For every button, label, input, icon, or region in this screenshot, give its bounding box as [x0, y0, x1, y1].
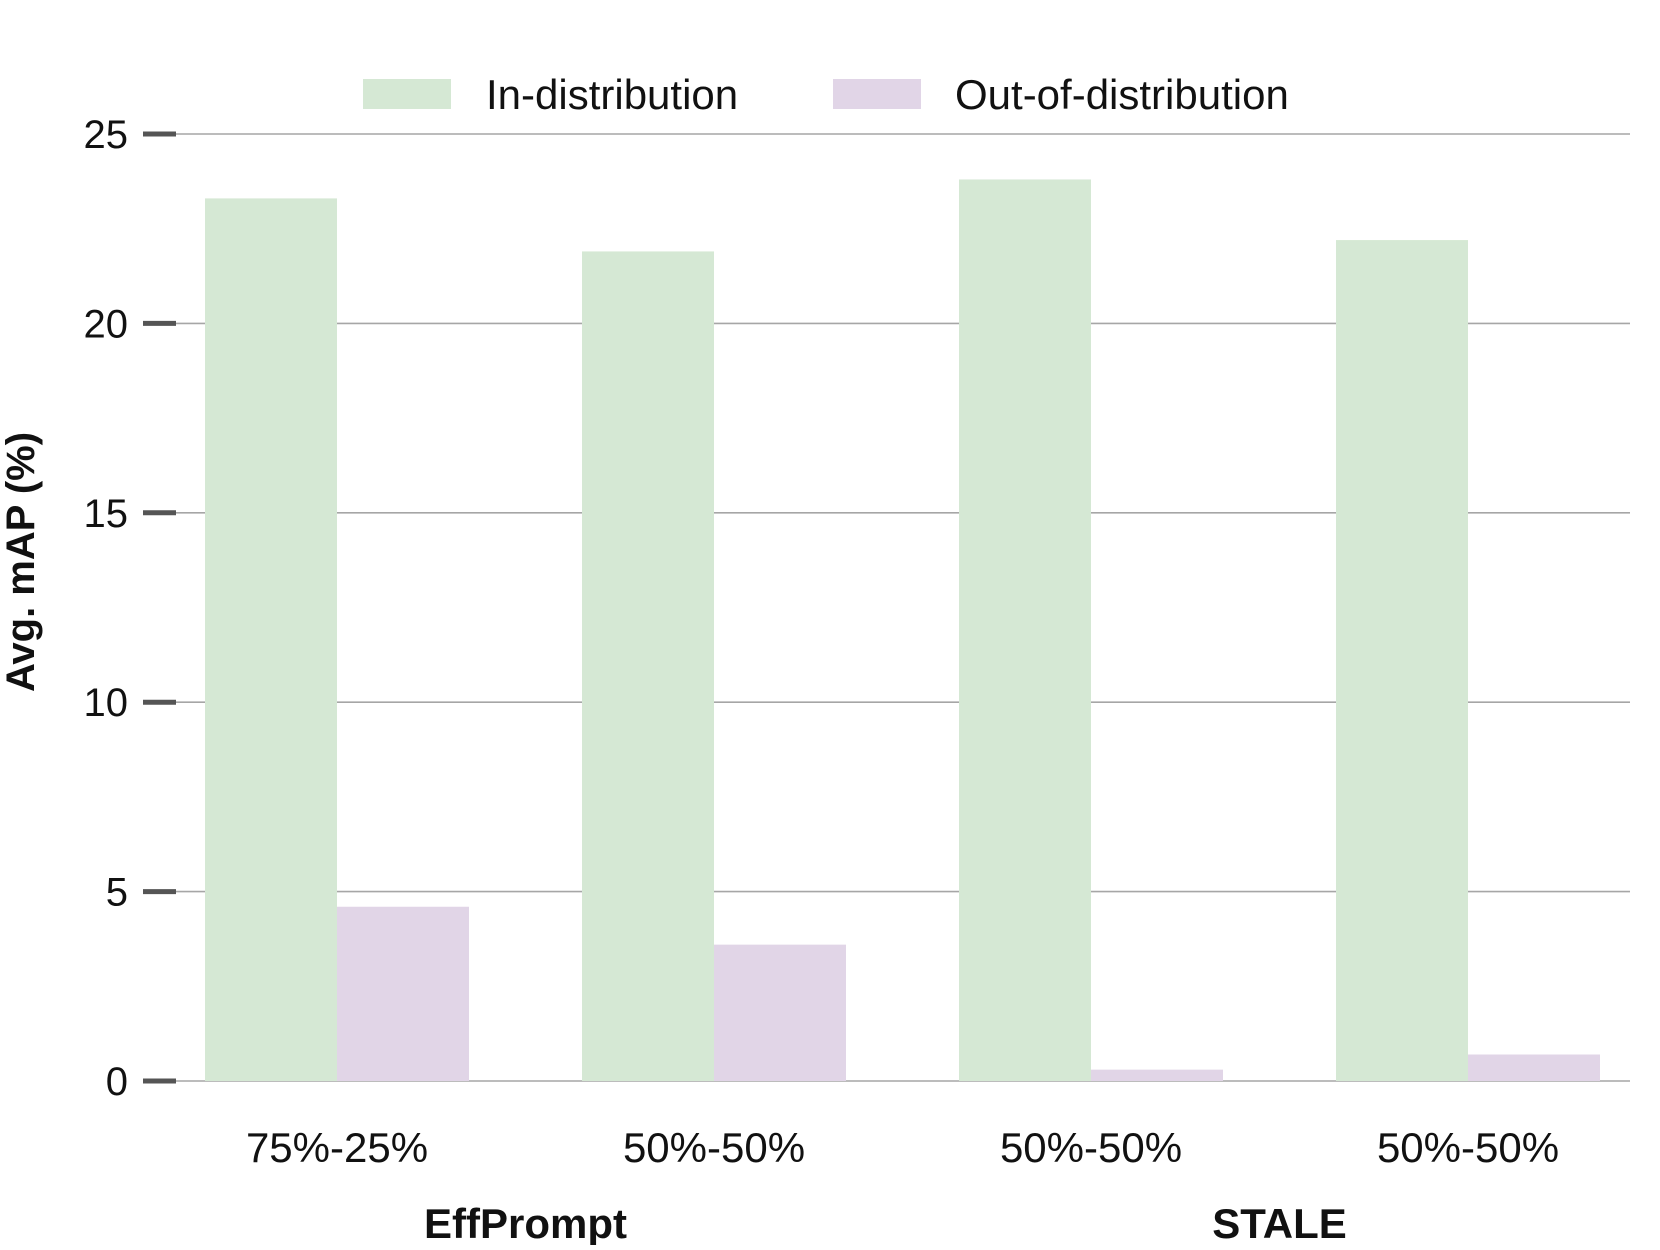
bar-out-of-distribution-2	[1091, 1069, 1223, 1081]
y-axis-ticks: 0 5 10 15 20 25	[84, 113, 176, 1104]
group-label-effprompt: EffPrompt	[424, 1200, 627, 1245]
legend-label: In-distribution	[486, 71, 738, 118]
bar-out-of-distribution-1	[714, 944, 846, 1081]
bar-in-distribution-2	[959, 179, 1091, 1081]
bar-out-of-distribution-0	[337, 906, 469, 1081]
y-tick-label: 15	[84, 492, 129, 536]
bar-in-distribution-3	[1336, 240, 1468, 1082]
y-tick-label: 10	[84, 681, 129, 725]
x-tick-label: 50%-50%	[1377, 1124, 1559, 1171]
y-tick-label: 5	[106, 871, 128, 915]
bar-out-of-distribution-3	[1468, 1054, 1600, 1081]
x-tick-label: 75%-25%	[246, 1124, 428, 1171]
legend-swatch	[833, 79, 921, 109]
x-axis-labels: 75%-25% 50%-50% 50%-50% 50%-50% EffPrompt STA…	[246, 1124, 1559, 1247]
bars	[205, 179, 1600, 1082]
y-tick-label: 20	[84, 302, 129, 346]
y-tick-label: 0	[106, 1060, 128, 1104]
x-tick-label: 50%-50%	[623, 1124, 805, 1171]
legend-swatch	[363, 79, 451, 109]
y-axis-title: Avg. mAP (%)	[0, 432, 43, 692]
legend-label: Out-of-distribution	[955, 71, 1289, 118]
legend: In-distribution Out-of-distribution	[363, 71, 1289, 118]
bar-in-distribution-1	[582, 251, 714, 1082]
group-label-stale: STALE	[1212, 1200, 1347, 1245]
bar-in-distribution-0	[205, 198, 337, 1081]
x-tick-label: 50%-50%	[1000, 1124, 1182, 1171]
y-tick-label: 25	[84, 113, 129, 157]
